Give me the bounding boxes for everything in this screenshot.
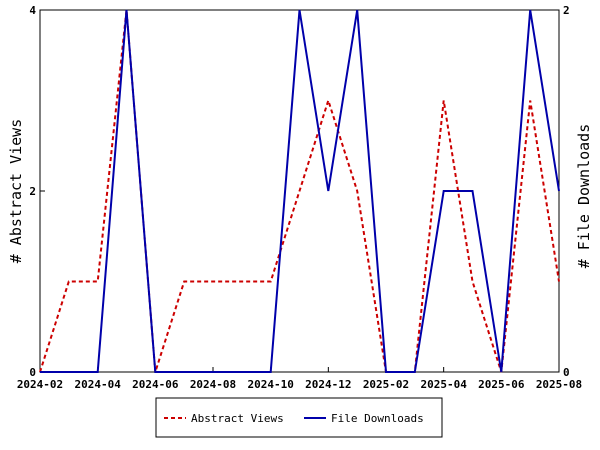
y-axis-title-left: # Abstract Views (7, 119, 25, 264)
y-tick-label-left: 2 (29, 185, 36, 198)
series-lines (39, 9, 560, 373)
x-tick-label: 2025-08 (536, 378, 582, 391)
x-tick-label: 2024-06 (132, 378, 179, 391)
y-tick-label-right: 2 (563, 4, 570, 17)
x-tick-label: 2025-02 (363, 378, 409, 391)
y-tick-label-left: 4 (29, 4, 36, 17)
series-line-abstract-views (39, 9, 560, 373)
x-tick-label: 2025-04 (420, 378, 467, 391)
y-axis-title-right: # File Downloads (575, 124, 593, 269)
legend-box (155, 397, 443, 438)
x-tick-label: 2025-06 (478, 378, 525, 391)
legend: Abstract Views File Downloads (155, 397, 443, 438)
y-tick-label-left: 0 (29, 366, 36, 379)
x-tick-label: 2024-04 (74, 378, 121, 391)
y-tick-label-right: 0 (563, 366, 570, 379)
x-tick-label: 2024-02 (17, 378, 63, 391)
series-line-file-downloads (40, 9, 560, 373)
x-tick-label: 2024-10 (247, 378, 293, 391)
x-tick-label: 2024-12 (305, 378, 351, 391)
legend-label-abstract-views: Abstract Views (191, 412, 284, 425)
x-tick-label: 2024-08 (190, 378, 236, 391)
legend-label-file-downloads: File Downloads (331, 412, 424, 425)
axis-ticks: 2024-02 2024-04 2024-06 2024-08 2024-10 2024-… (17, 4, 582, 391)
